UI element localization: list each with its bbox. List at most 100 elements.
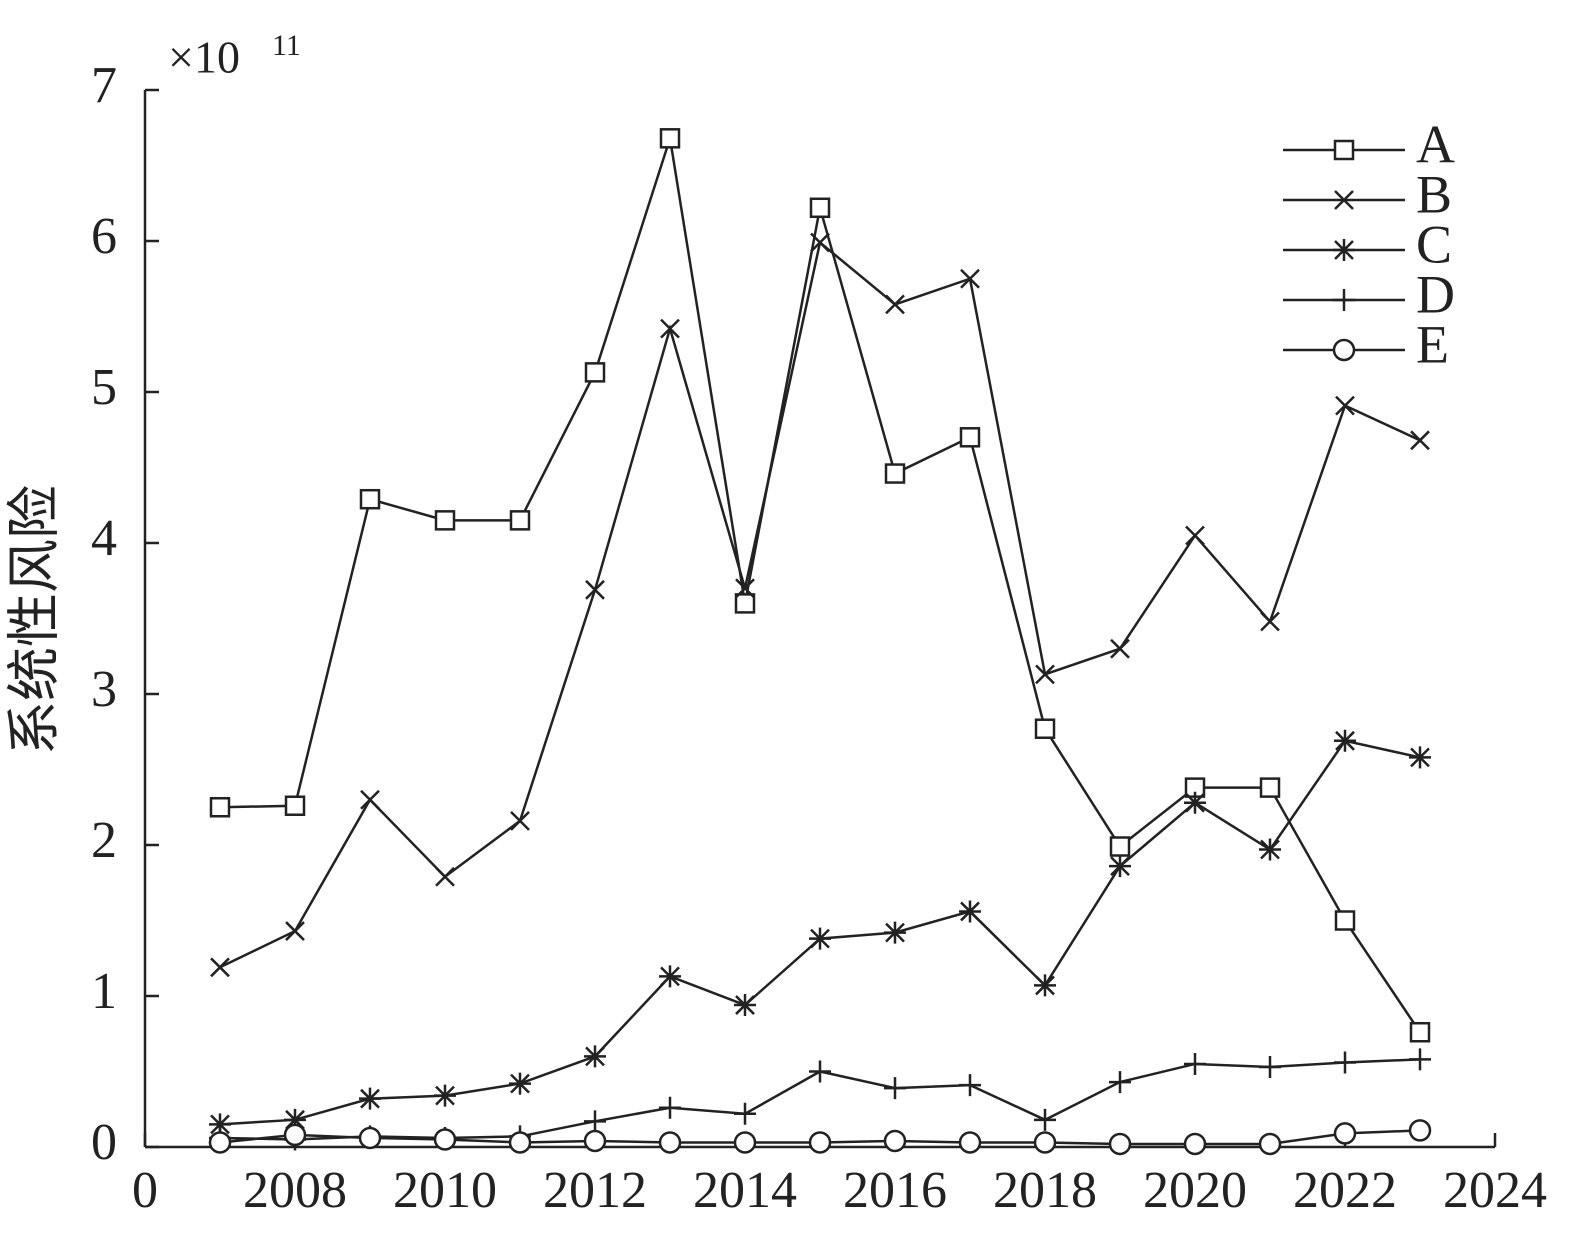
y-tick-label: 7 [91,57,117,114]
marker [1409,746,1431,769]
marker [809,927,831,950]
marker [885,294,905,315]
marker [660,318,680,339]
marker [659,1096,681,1119]
marker [583,1129,607,1153]
marker [958,1131,982,1154]
marker [283,1123,307,1147]
y-tick-label: 5 [91,359,117,416]
marker [809,1060,831,1083]
marker [1260,611,1280,632]
legend-marker [1334,190,1354,210]
marker [1333,1122,1357,1145]
marker [734,593,756,614]
marker [735,578,755,599]
marker [1109,1071,1131,1094]
y-tick-label: 1 [91,963,117,1020]
marker [734,994,756,1017]
legend-marker [1333,289,1355,311]
marker [434,510,456,531]
marker [434,1084,456,1107]
marker [1034,718,1056,739]
marker [884,463,906,484]
y-tick-label: 3 [91,661,117,718]
legend-marker [1333,139,1355,161]
y-multiplier: ×10 [168,32,240,83]
y-tick-label: 2 [91,812,117,869]
marker [959,427,981,448]
marker [1259,1055,1281,1078]
marker [208,1131,232,1154]
x-tick-label: 2018 [993,1162,1097,1219]
marker [733,1131,757,1154]
marker [1034,1108,1056,1131]
marker [1334,910,1356,931]
marker [1258,1132,1282,1156]
marker [1184,791,1206,814]
marker [1109,836,1131,857]
marker [1035,664,1055,685]
marker [734,1102,756,1125]
marker [210,957,230,978]
x-tick-label: 2010 [393,1162,497,1219]
marker [585,579,605,600]
marker [284,1108,306,1131]
marker [1259,777,1281,798]
marker [1109,855,1131,878]
marker [1410,430,1430,451]
marker [509,510,531,531]
marker [658,1131,682,1154]
marker [584,1045,606,1068]
marker [959,1074,981,1097]
marker [209,1113,231,1136]
marker [808,1131,832,1154]
marker [1033,1131,1057,1154]
marker [433,1128,457,1151]
marker [1110,638,1130,659]
marker [509,1072,531,1095]
marker [959,900,981,923]
marker [1409,1021,1431,1043]
legend-label: C [1416,214,1452,274]
marker [659,128,681,149]
legend-label: A [1416,114,1455,174]
marker [359,488,381,510]
legend-label: D [1416,264,1455,324]
marker [1034,974,1056,997]
marker [284,795,306,816]
legend-label: E [1416,314,1449,374]
marker [1259,838,1281,861]
y-tick-label: 4 [91,510,117,567]
marker [1183,1132,1207,1156]
marker [1334,729,1356,752]
marker [584,1110,606,1133]
x-tick-label: 2016 [843,1162,947,1219]
marker [508,1131,532,1154]
y-tick-label: 6 [91,208,117,265]
series-line [219,240,1421,969]
x-tick-label: 2008 [243,1162,347,1219]
marker [809,197,831,219]
x-tick-label: 2012 [543,1162,647,1219]
marker [360,789,380,810]
marker [1409,1048,1431,1071]
marker [285,921,305,941]
marker [884,1077,906,1100]
legend-marker [1332,338,1356,362]
marker [883,1129,907,1153]
x-tick-label: 0 [132,1162,158,1219]
y-tick-label: 0 [91,1114,117,1171]
x-tick-label: 2020 [1143,1162,1247,1219]
marker [960,268,980,289]
x-tick-label: 2024 [1443,1162,1547,1219]
marker [1185,525,1205,546]
legend-marker [1333,239,1355,261]
marker [435,866,455,887]
marker [209,797,231,818]
marker [810,232,830,253]
marker [1408,1119,1432,1142]
marker [1184,1052,1206,1075]
x-tick-label: 2022 [1293,1162,1397,1219]
marker [1334,1051,1356,1074]
